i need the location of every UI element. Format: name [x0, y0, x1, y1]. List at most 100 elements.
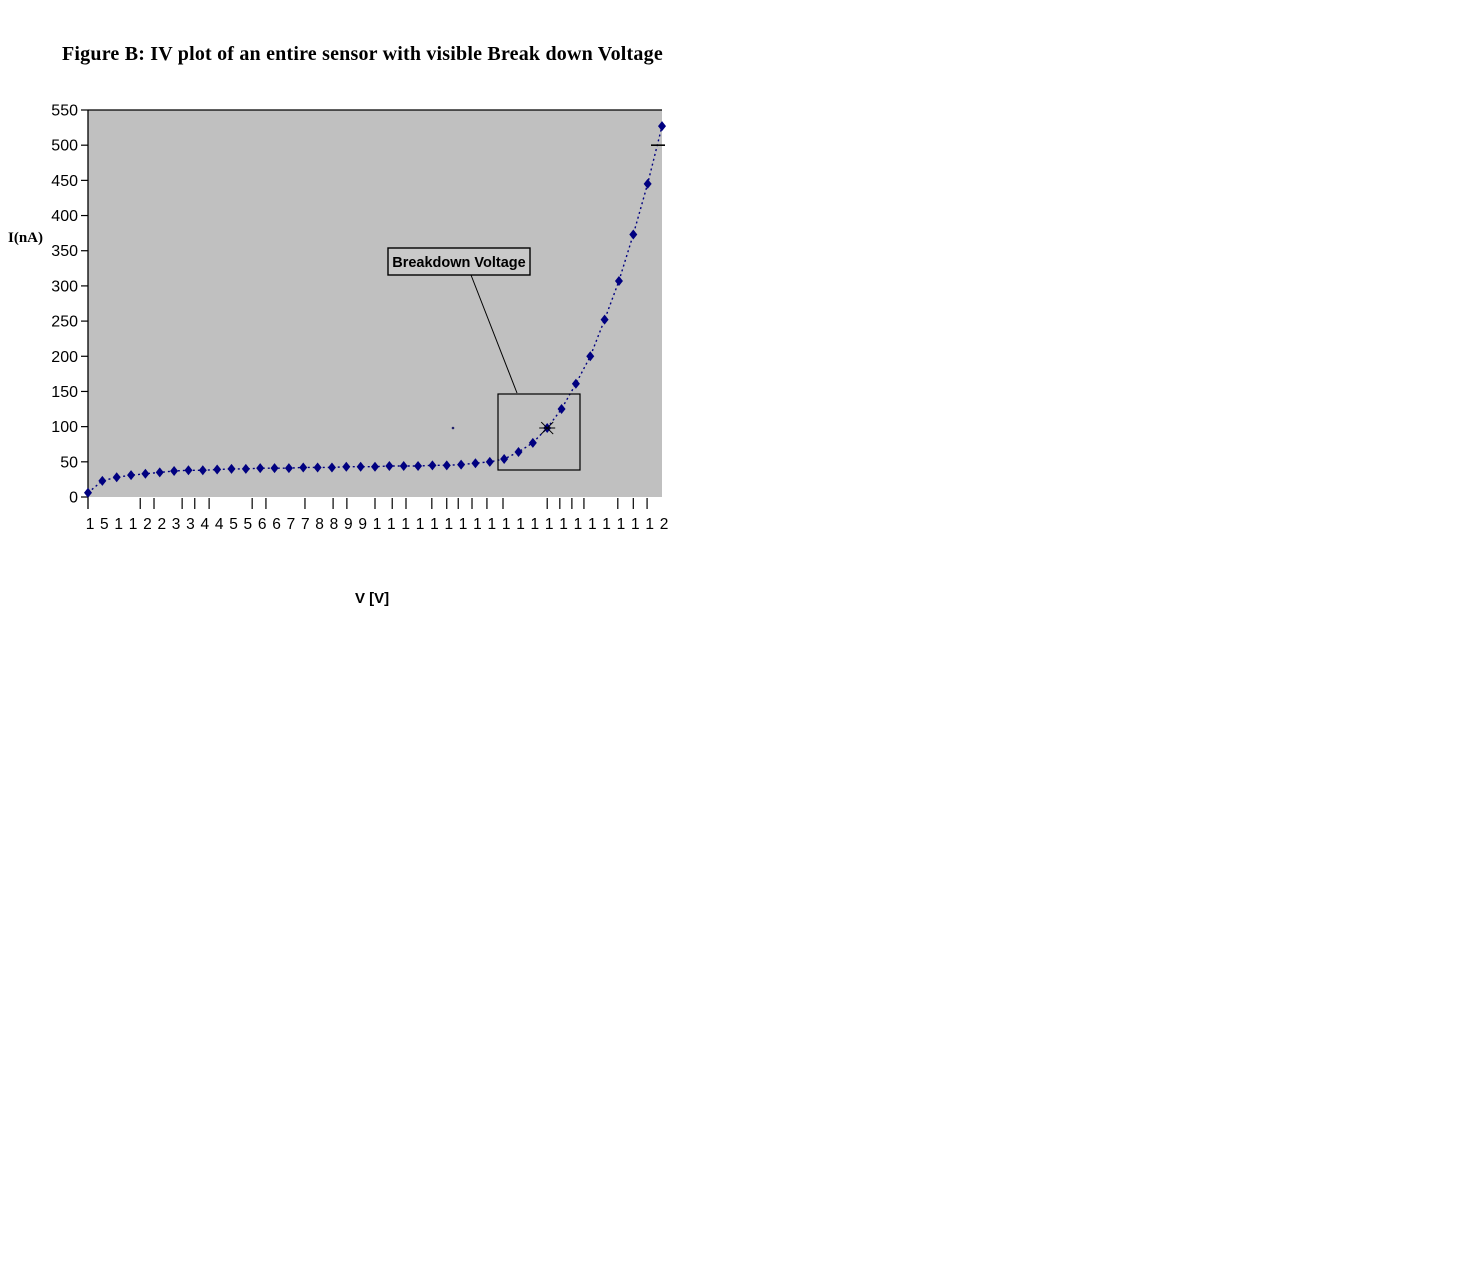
chart-title: Figure B: IV plot of an entire sensor wi… — [62, 43, 663, 65]
x-tick-label: 5 — [244, 516, 253, 533]
data-point — [127, 470, 136, 481]
asterisk-mark — [540, 421, 554, 435]
data-point — [270, 463, 279, 474]
data-point — [98, 475, 107, 486]
y-tick-label: 550 — [51, 103, 78, 120]
x-tick-label: 1 — [631, 516, 640, 533]
x-tick-label: 1 — [588, 516, 597, 533]
x-tick-label: 6 — [258, 516, 267, 533]
x-tick-label: 1 — [617, 516, 626, 533]
x-tick-label: 2 — [157, 516, 166, 533]
x-tick-label: 5 — [229, 516, 238, 533]
x-tick-label: 2 — [660, 516, 669, 533]
data-point — [170, 465, 179, 476]
x-tick-label: 1 — [487, 516, 496, 533]
x-tick-label: 7 — [301, 516, 310, 533]
data-point — [184, 465, 193, 476]
x-tick-label: 1 — [416, 516, 425, 533]
y-tick-label: 100 — [51, 419, 78, 436]
data-point — [356, 461, 365, 472]
data-point — [399, 461, 408, 472]
data-point — [241, 463, 250, 474]
y-tick-label: 450 — [51, 173, 78, 190]
data-point — [528, 437, 537, 448]
x-tick-label: 1 — [531, 516, 540, 533]
x-tick-label: 8 — [315, 516, 324, 533]
x-tick-label: 6 — [272, 516, 281, 533]
x-tick-label: 1 — [387, 516, 396, 533]
iv-chart: 0 50 100 150 200 250 300 350 400 450 500 550 1 5 1 1 2 2 3… — [0, 0, 760, 580]
plot-area — [88, 110, 662, 497]
y-tick-label: 150 — [51, 384, 78, 401]
y-axis-title: I(nA) — [8, 230, 44, 246]
data-point — [658, 121, 666, 132]
data-point — [256, 463, 265, 474]
data-point — [84, 487, 92, 498]
data-point — [299, 462, 308, 473]
y-tick-label: 350 — [51, 243, 78, 260]
data-point — [327, 462, 336, 473]
x-tick-label: 1 — [574, 516, 583, 533]
data-point — [385, 461, 394, 472]
x-tick-label: 9 — [358, 516, 367, 533]
data-point — [428, 460, 437, 471]
y-tick-label: 400 — [51, 208, 78, 225]
y-tick-label: 250 — [51, 314, 78, 331]
data-point — [313, 462, 322, 473]
data-point — [284, 463, 293, 474]
data-point — [457, 459, 466, 470]
x-tick-label: 5 — [100, 516, 109, 533]
x-tick-label: 1 — [602, 516, 611, 533]
data-point — [485, 456, 494, 467]
y-tick-label: 300 — [51, 278, 78, 295]
stray-dot — [451, 426, 455, 430]
data-point — [557, 404, 566, 415]
x-tick-label: 1 — [114, 516, 123, 533]
x-tick-label: 1 — [502, 516, 511, 533]
data-point — [371, 461, 379, 472]
data-point — [112, 472, 121, 483]
data-point — [141, 468, 150, 479]
data-point — [227, 463, 236, 474]
y-tick-label: 0 — [69, 490, 78, 507]
x-tick-label: 1 — [86, 516, 95, 533]
x-tick-label: 3 — [186, 516, 195, 533]
breakdown-region-box — [497, 393, 581, 471]
x-tick-label: 3 — [172, 516, 181, 533]
x-tick-label: 7 — [287, 516, 296, 533]
x-tick-label: 1 — [444, 516, 453, 533]
x-tick-label: 9 — [344, 516, 353, 533]
data-point — [198, 465, 207, 476]
x-tick-label: 1 — [473, 516, 482, 533]
data-point — [614, 275, 623, 286]
breakdown-label-text: Breakdown Voltage — [392, 255, 525, 271]
x-tick-label: 4 — [200, 516, 209, 533]
x-tick-label: 1 — [401, 516, 410, 533]
data-point — [342, 461, 351, 472]
data-point — [586, 351, 595, 362]
data-point — [442, 460, 451, 471]
data-point — [600, 314, 609, 325]
x-tick-label: 1 — [373, 516, 382, 533]
data-line — [87, 126, 663, 494]
x-tick-label: 1 — [459, 516, 468, 533]
x-tick-label: 4 — [215, 516, 224, 533]
data-point — [155, 467, 164, 478]
breakdown-label-box — [387, 247, 531, 276]
data-point — [571, 378, 580, 389]
data-point — [471, 458, 480, 469]
x-tick-label: 1 — [129, 516, 138, 533]
data-point — [500, 454, 509, 465]
annotation-leader-line — [470, 274, 518, 394]
data-point — [514, 446, 523, 457]
y-tick-label: 200 — [51, 349, 78, 366]
data-point — [213, 464, 222, 475]
x-tick-label: 8 — [330, 516, 339, 533]
y-tick-label: 50 — [60, 454, 78, 471]
data-point — [643, 178, 652, 189]
data-point — [629, 229, 638, 240]
data-point — [414, 461, 423, 472]
x-axis-title: V [V] — [355, 590, 390, 607]
